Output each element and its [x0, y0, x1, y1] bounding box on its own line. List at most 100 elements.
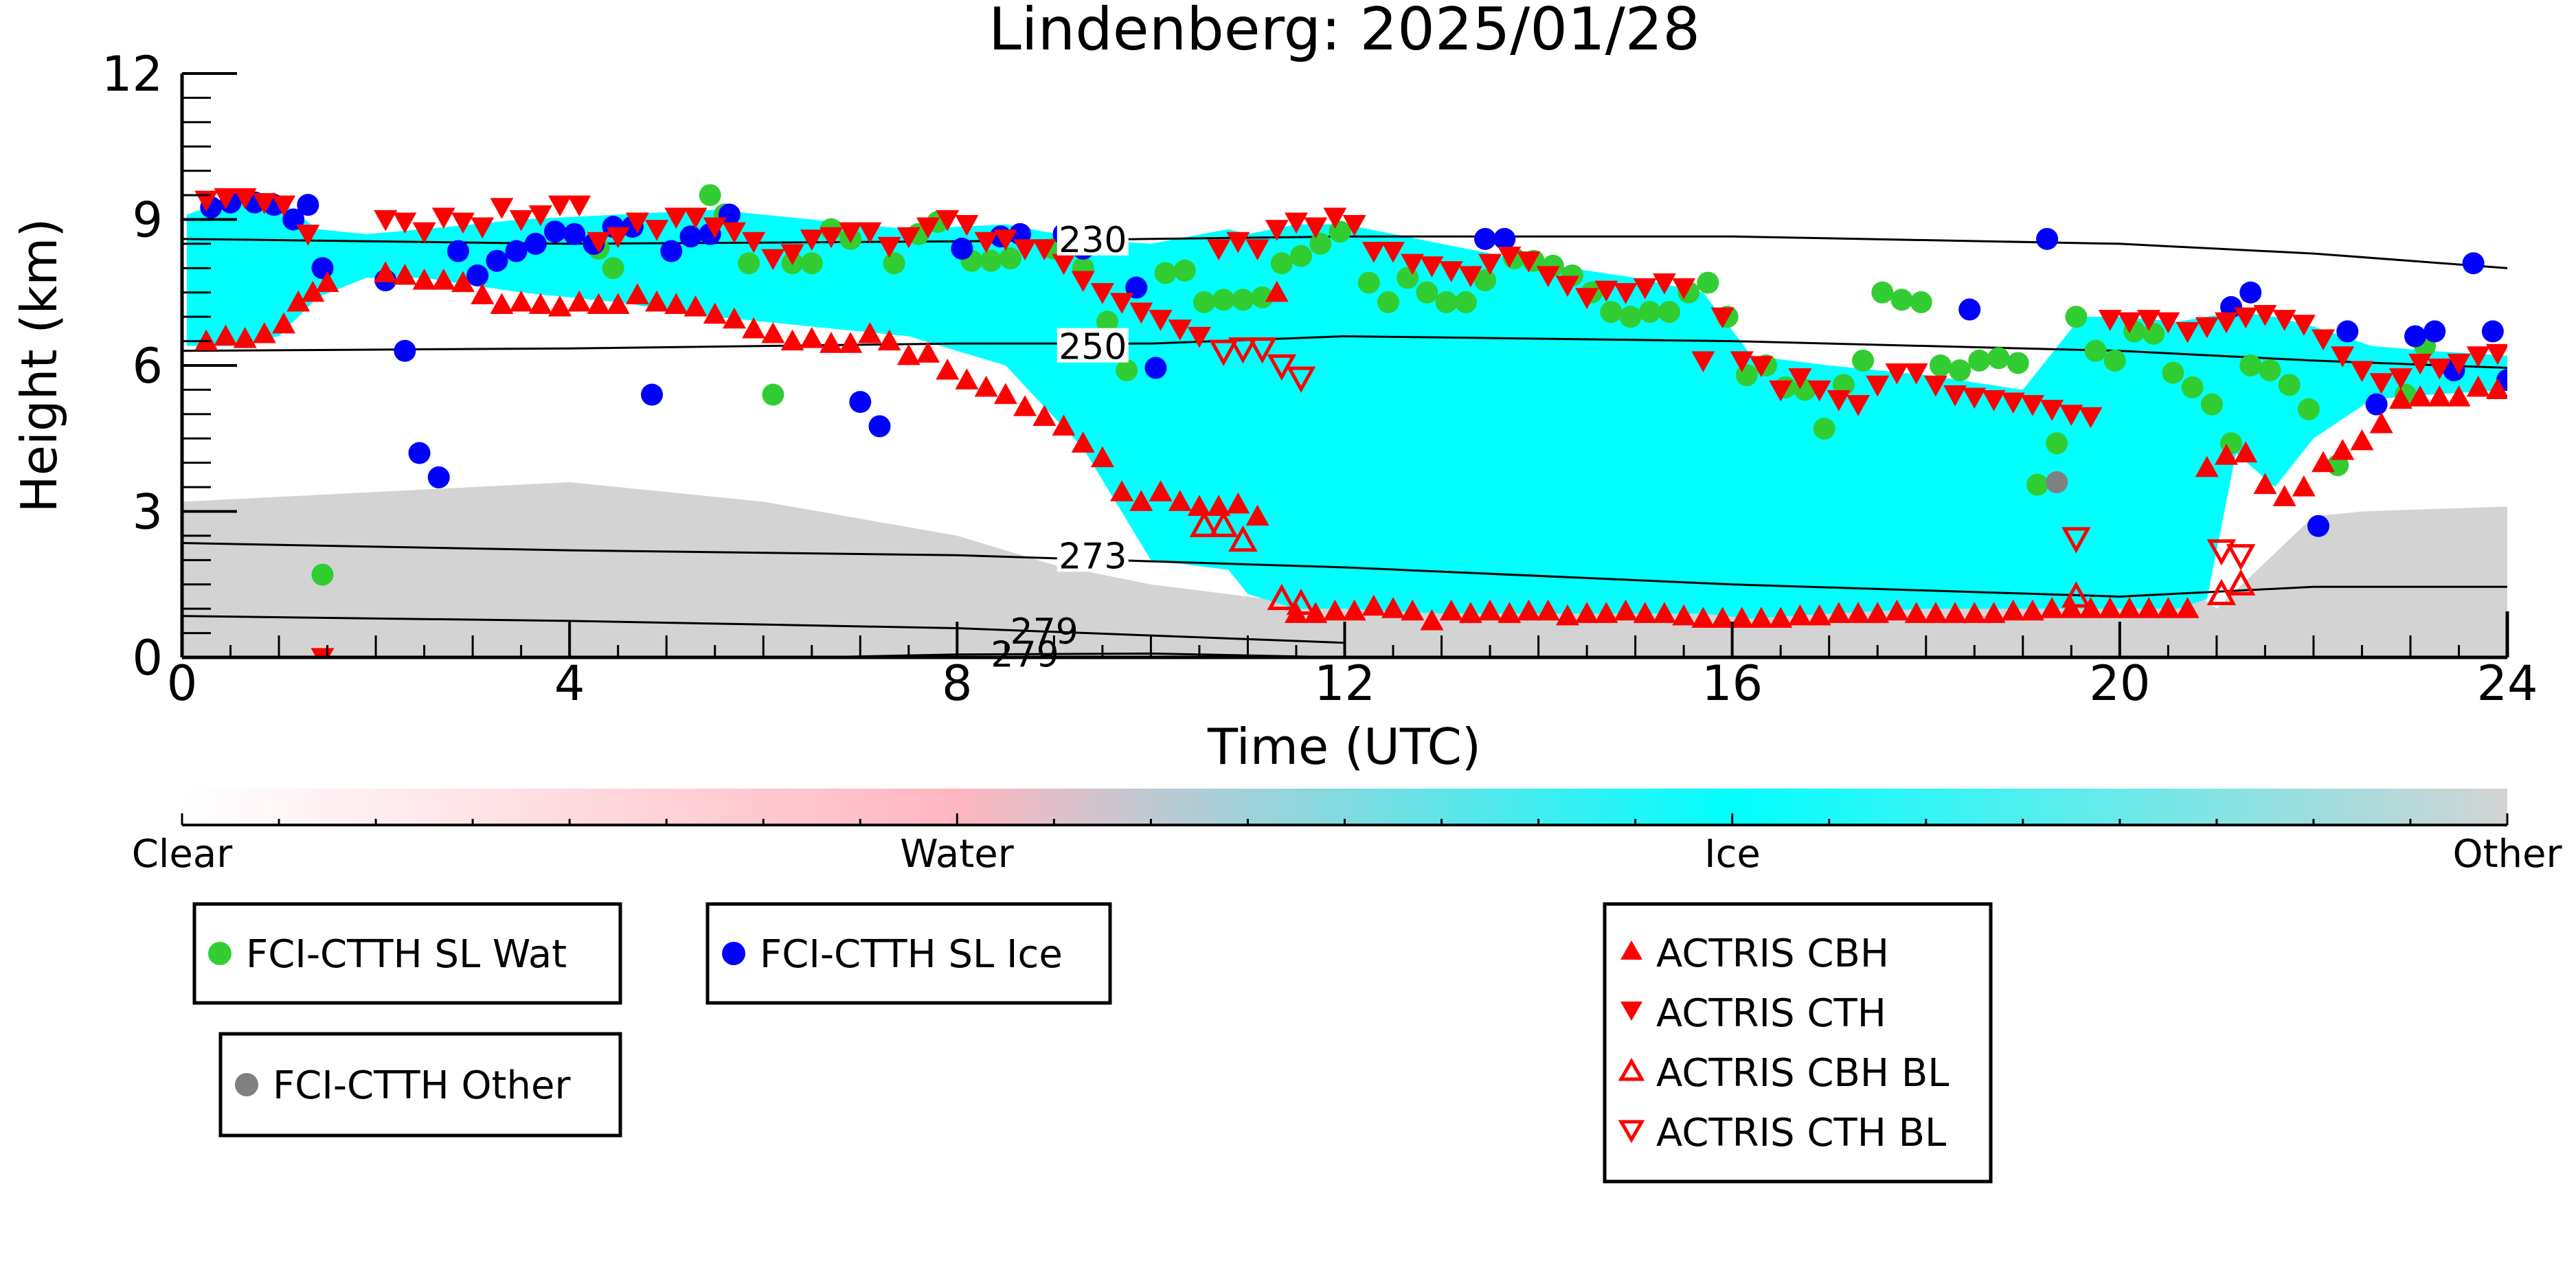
legend-marker-ice — [722, 942, 745, 965]
marker-actris-cth-bl-4 — [1286, 366, 1316, 393]
x-tick-label-0: 0 — [167, 655, 198, 712]
marker-actris-cbh-113 — [2408, 385, 2432, 407]
marker-actris-cbh-0 — [194, 329, 218, 351]
marker-fci-ctth-sl-ice-47 — [2462, 252, 2485, 275]
contour-line-230-0 — [182, 235, 2507, 269]
marker-actris-cbh-15 — [509, 290, 533, 312]
marker-actris-cbh-42 — [1032, 405, 1057, 426]
marker-actris-cbh-71 — [1594, 602, 1618, 623]
marker-fci-ctth-sl-wat-63 — [1987, 347, 2010, 370]
colorbar-label-ice: Ice — [1704, 832, 1761, 877]
marker-actris-cbh-50 — [1187, 495, 1211, 517]
marker-fci-ctth-sl-wat-59 — [1910, 291, 1932, 313]
marker-fci-ctth-sl-wat-8 — [800, 252, 823, 275]
marker-actris-cbh-6 — [301, 280, 325, 302]
marker-fci-ctth-sl-ice-5 — [297, 194, 319, 216]
marker-actris-cbh-65 — [1478, 599, 1502, 621]
marker-actris-cth-24 — [722, 222, 746, 244]
legend-box-actris: ACTRIS CBH ACTRIS CTH ACTRIS CBH BL ACTR… — [1603, 902, 1993, 1184]
chart-title: Lindenberg: 2025/01/28 — [988, 0, 1700, 64]
marker-actris-cbh-18 — [567, 290, 591, 312]
marker-fci-ctth-sl-ice-8 — [394, 339, 416, 362]
marker-fci-ctth-sl-ice-37 — [1958, 298, 1981, 321]
marker-actris-cth-61 — [1439, 261, 1463, 282]
marker-fci-ctth-sl-ice-45 — [2424, 320, 2446, 343]
marker-fci-ctth-sl-wat-33 — [1397, 267, 1419, 289]
marker-fci-ctth-sl-ice-40 — [2239, 281, 2262, 304]
marker-actris-cth-9 — [431, 207, 455, 229]
marker-fci-ctth-sl-wat-56 — [1852, 349, 1875, 372]
marker-actris-cbh-117 — [2485, 378, 2507, 400]
marker-fci-ctth-sl-ice-13 — [486, 249, 508, 272]
marker-actris-cbh-20 — [606, 293, 630, 315]
marker-actris-cth-72 — [1652, 273, 1676, 295]
marker-actris-cth-75 — [1710, 307, 1735, 329]
marker-actris-cbh-bl-4 — [1286, 588, 1316, 615]
marker-actris-cbh-21 — [625, 283, 649, 304]
marker-actris-cth-74 — [1691, 351, 1715, 372]
marker-actris-cbh-76 — [1691, 607, 1715, 628]
marker-actris-cth-109 — [2369, 373, 2393, 394]
marker-actris-cth-92 — [2040, 400, 2064, 421]
marker-fci-ctth-sl-ice-26 — [849, 391, 872, 414]
marker-fci-ctth-sl-wat-44 — [1619, 306, 1642, 328]
marker-actris-cth-8 — [412, 222, 436, 244]
marker-actris-cth-99 — [2176, 321, 2200, 343]
marker-fci-ctth-sl-wat-48 — [1697, 271, 1719, 294]
legend-label-cth-bl: ACTRIS CTH BL — [1656, 1111, 1946, 1155]
marker-actris-cbh-90 — [1963, 602, 1987, 623]
marker-actris-cth-82 — [1846, 395, 1871, 416]
marker-actris-cth-101 — [2214, 312, 2238, 334]
marker-actris-cbh-58 — [1342, 599, 1366, 621]
marker-actris-cbh-108 — [2312, 451, 2336, 473]
marker-fci-ctth-sl-wat-23 — [1193, 291, 1215, 313]
marker-actris-cbh-66 — [1498, 602, 1522, 623]
marker-actris-cth-88 — [1963, 387, 1987, 409]
marker-actris-cbh-51 — [1207, 495, 1231, 517]
marker-actris-cbh-61 — [1401, 599, 1425, 621]
marker-actris-cth-100 — [2195, 317, 2219, 339]
y-tick-label-2: 6 — [132, 338, 163, 394]
marker-actris-cth-33 — [896, 227, 920, 249]
x-tick-label-4: 16 — [1702, 655, 1763, 712]
marker-actris-cbh-64 — [1458, 602, 1482, 623]
marker-actris-cth-103 — [2253, 305, 2277, 326]
marker-actris-cth-93 — [2059, 405, 2083, 426]
marker-actris-cth-108 — [2350, 361, 2374, 383]
marker-actris-cth-57 — [1362, 241, 1386, 263]
marker-actris-cth-17 — [587, 231, 611, 253]
marker-actris-cth-25 — [742, 231, 766, 253]
marker-actris-cth-67 — [1555, 275, 1579, 297]
marker-actris-cbh-bl-0 — [1189, 510, 1219, 537]
marker-actris-cth-89 — [1982, 389, 2006, 411]
marker-fci-ctth-sl-ice-36 — [1493, 227, 1516, 250]
contour-label-279-3: 279 — [1010, 611, 1078, 653]
marker-actris-cth-70 — [1614, 283, 1638, 304]
marker-actris-cbh-70 — [1575, 602, 1599, 623]
marker-actris-cth-104 — [2272, 310, 2296, 331]
marker-actris-cth-26 — [761, 249, 785, 271]
marker-fci-ctth-sl-wat-74 — [2200, 393, 2223, 416]
marker-actris-cth-43 — [1090, 283, 1114, 304]
marker-fci-ctth-sl-wat-57 — [1871, 281, 1894, 304]
marker-fci-ctth-sl-ice-28 — [951, 238, 973, 260]
marker-actris-cth-68 — [1575, 288, 1599, 309]
marker-actris-cth-80 — [1807, 380, 1831, 402]
marker-actris-cth-20 — [645, 220, 669, 241]
marker-actris-cth-bl-1 — [1228, 337, 1258, 364]
cloud-classification-layer — [182, 200, 2507, 657]
marker-fci-ctth-sl-wat-78 — [2278, 374, 2301, 396]
marker-fci-ctth-sl-wat-46 — [1658, 301, 1680, 324]
marker-actris-cbh-116 — [2466, 375, 2490, 397]
marker-actris-cbh-33 — [858, 321, 882, 343]
marker-actris-cth-34 — [916, 217, 940, 239]
marker-actris-cth-1 — [214, 188, 238, 210]
marker-fci-ctth-sl-wat-30 — [1329, 221, 1351, 243]
marker-actris-cbh-88 — [1923, 602, 1947, 623]
marker-actris-cbh-19 — [587, 293, 611, 315]
marker-actris-cbh-86 — [1885, 599, 1909, 621]
colorbar-ticks — [181, 813, 2509, 825]
marker-fci-ctth-sl-wat-28 — [1290, 245, 1313, 267]
marker-actris-cth-4 — [272, 195, 296, 217]
marker-fci-ctth-sl-wat-76 — [2239, 354, 2262, 376]
